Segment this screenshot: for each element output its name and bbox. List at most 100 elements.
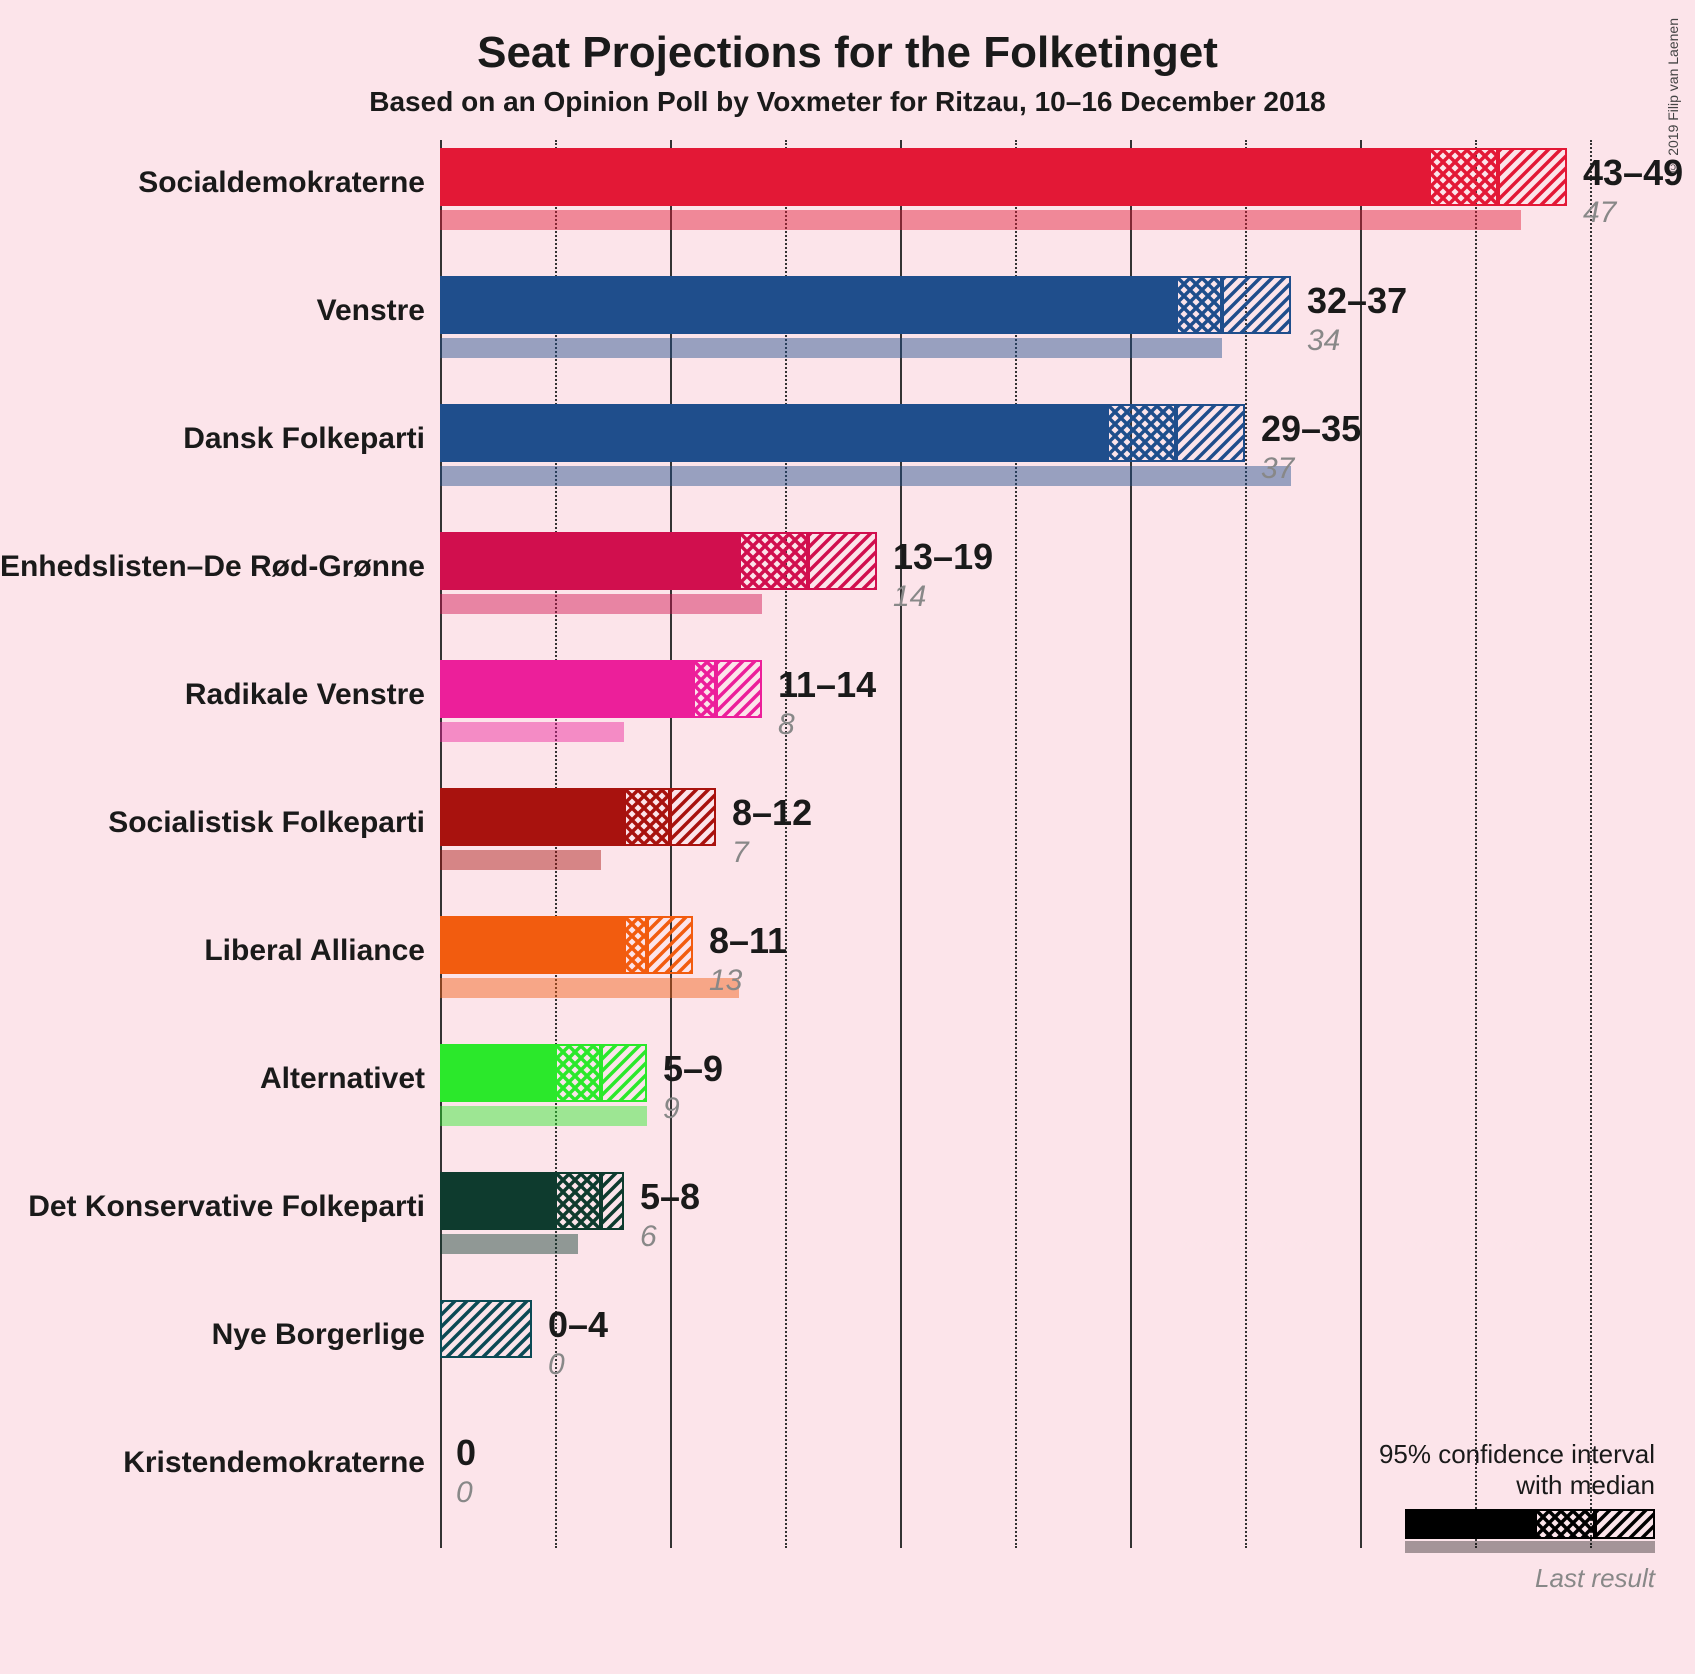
- bar-area: 29–3537: [440, 396, 1640, 524]
- bar-cross: [739, 532, 808, 590]
- bar-cross: [1107, 404, 1176, 462]
- bar-solid: [440, 1172, 555, 1230]
- bar-area: 32–3734: [440, 268, 1640, 396]
- range-label: 13–19: [893, 536, 993, 578]
- party-row: Nye Borgerlige 0–40: [0, 1292, 1695, 1420]
- bar-last: [440, 1106, 647, 1126]
- bar-hatch: [440, 1300, 532, 1358]
- party-label: Alternativet: [260, 1062, 425, 1096]
- party-label: Det Konservative Folkeparti: [28, 1190, 425, 1224]
- bar-last: [440, 466, 1291, 486]
- range-label: 8–11: [709, 920, 787, 962]
- bar-cross: [555, 1172, 601, 1230]
- party-label: Venstre: [317, 294, 425, 328]
- legend-last-label: Last result: [1275, 1563, 1655, 1594]
- party-row: Enhedslisten–De Rød-Grønne 13–1914: [0, 524, 1695, 652]
- party-label: Socialdemokraterne: [138, 166, 425, 200]
- last-label: 13: [709, 964, 742, 998]
- bar-area: 5–99: [440, 1036, 1640, 1164]
- bar-hatch: [1176, 404, 1245, 462]
- bar-solid: [440, 660, 693, 718]
- party-row: Alternativet 5–99: [0, 1036, 1695, 1164]
- bar-cross: [624, 788, 670, 846]
- legend-last: [1405, 1541, 1655, 1553]
- bar-area: 11–148: [440, 652, 1640, 780]
- last-label: 0: [456, 1476, 473, 1510]
- bar-cross: [1176, 276, 1222, 334]
- range-label: 5–9: [663, 1048, 723, 1090]
- range-label: 0–4: [548, 1304, 608, 1346]
- bar-last: [440, 338, 1222, 358]
- last-label: 47: [1583, 196, 1616, 230]
- bar-last: [440, 850, 601, 870]
- bar-cross: [693, 660, 716, 718]
- bar-solid: [440, 916, 624, 974]
- bar-area: 5–86: [440, 1164, 1640, 1292]
- bar-last: [440, 1234, 578, 1254]
- range-label: 8–12: [732, 792, 812, 834]
- party-label: Dansk Folkeparti: [183, 422, 425, 456]
- legend-bar: [1405, 1509, 1655, 1559]
- bar-cross: [1429, 148, 1498, 206]
- bar-hatch: [601, 1044, 647, 1102]
- last-label: 0: [548, 1348, 565, 1382]
- last-label: 8: [778, 708, 795, 742]
- bar-solid: [440, 276, 1176, 334]
- range-label: 29–35: [1261, 408, 1361, 450]
- party-row: Dansk Folkeparti 29–3537: [0, 396, 1695, 524]
- chart-area: Socialdemokraterne43–4947Venstre32–3734D…: [0, 140, 1695, 1640]
- range-label: 0: [456, 1432, 476, 1474]
- bar-area: 0–40: [440, 1292, 1640, 1420]
- party-row: Det Konservative Folkeparti 5–86: [0, 1164, 1695, 1292]
- bar-hatch: [1498, 148, 1567, 206]
- last-label: 6: [640, 1220, 657, 1254]
- range-label: 5–8: [640, 1176, 700, 1218]
- last-label: 34: [1307, 324, 1340, 358]
- party-row: Venstre 32–3734: [0, 268, 1695, 396]
- legend-solid: [1405, 1509, 1535, 1539]
- bar-hatch: [647, 916, 693, 974]
- bar-solid: [440, 788, 624, 846]
- bar-cross: [624, 916, 647, 974]
- party-row: Radikale Venstre 11–148: [0, 652, 1695, 780]
- bar-last: [440, 978, 739, 998]
- legend-cross: [1535, 1509, 1595, 1539]
- bar-area: 8–1113: [440, 908, 1640, 1036]
- legend: 95% confidence interval with median Last…: [1275, 1439, 1655, 1594]
- chart-title: Seat Projections for the Folketinget: [0, 0, 1695, 78]
- range-label: 43–49: [1583, 152, 1683, 194]
- bar-last: [440, 722, 624, 742]
- party-label: Nye Borgerlige: [212, 1318, 425, 1352]
- range-label: 32–37: [1307, 280, 1407, 322]
- party-label: Socialistisk Folkeparti: [108, 806, 425, 840]
- party-row: Socialdemokraterne 43–4947: [0, 140, 1695, 268]
- chart-subtitle: Based on an Opinion Poll by Voxmeter for…: [0, 86, 1695, 118]
- bar-solid: [440, 532, 739, 590]
- bar-hatch: [1222, 276, 1291, 334]
- range-label: 11–14: [778, 664, 876, 706]
- party-label: Radikale Venstre: [185, 678, 425, 712]
- last-label: 37: [1261, 452, 1294, 486]
- bar-hatch: [808, 532, 877, 590]
- legend-title-line2: with median: [1516, 1470, 1655, 1500]
- bar-solid: [440, 1044, 555, 1102]
- legend-hatch: [1595, 1509, 1655, 1539]
- bar-last: [440, 210, 1521, 230]
- legend-title-line1: 95% confidence interval: [1379, 1439, 1655, 1469]
- bar-hatch: [716, 660, 762, 718]
- bar-last: [440, 594, 762, 614]
- bar-solid: [440, 404, 1107, 462]
- legend-title: 95% confidence interval with median: [1275, 1439, 1655, 1501]
- party-row: Liberal Alliance 8–1113: [0, 908, 1695, 1036]
- party-label: Liberal Alliance: [204, 934, 425, 968]
- bar-hatch: [601, 1172, 624, 1230]
- last-label: 9: [663, 1092, 680, 1126]
- bar-area: 13–1914: [440, 524, 1640, 652]
- bar-solid: [440, 148, 1429, 206]
- bar-area: 8–127: [440, 780, 1640, 908]
- bar-area: 43–4947: [440, 140, 1640, 268]
- bar-hatch: [670, 788, 716, 846]
- party-label: Enhedslisten–De Rød-Grønne: [0, 550, 425, 584]
- party-label: Kristendemokraterne: [123, 1446, 425, 1480]
- last-label: 14: [893, 580, 926, 614]
